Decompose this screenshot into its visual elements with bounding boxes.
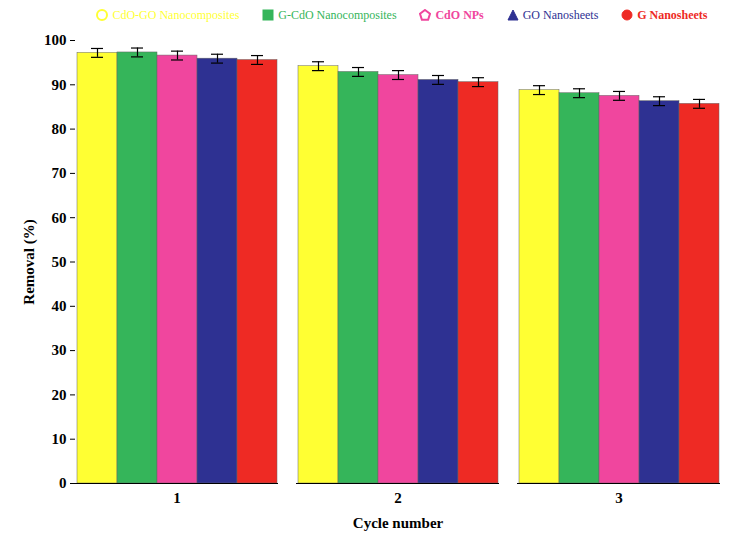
svg-text:50: 50	[52, 254, 67, 270]
svg-text:70: 70	[52, 165, 67, 181]
svg-text:60: 60	[52, 210, 67, 226]
html-text:G Nanosheets: G Nanosheets	[637, 7, 708, 22]
svg-text:10: 10	[52, 431, 67, 447]
html-text:CdO NPs: CdO NPs	[435, 7, 484, 22]
svg-text:Cycle number: Cycle number	[353, 515, 444, 531]
svg-text:2: 2	[394, 490, 402, 506]
svg-text:100: 100	[44, 32, 67, 48]
svg-text:1: 1	[173, 490, 181, 506]
svg-text:80: 80	[52, 121, 67, 137]
svg-text:20: 20	[52, 387, 67, 403]
svg-text:3: 3	[615, 490, 623, 506]
svg-text:90: 90	[52, 77, 67, 93]
svg-text:30: 30	[52, 342, 67, 358]
html-text:G-CdO Nanocomposites: G-CdO Nanocomposites	[278, 7, 397, 22]
svg-text:Removal (%): Removal (%)	[21, 219, 38, 304]
html-text:CdO-GO Nanocomposites: CdO-GO Nanocomposites	[112, 7, 240, 22]
svg-text:0: 0	[59, 475, 67, 491]
svg-text:40: 40	[52, 298, 67, 314]
html-text:GO Nanosheets: GO Nanosheets	[522, 7, 599, 22]
